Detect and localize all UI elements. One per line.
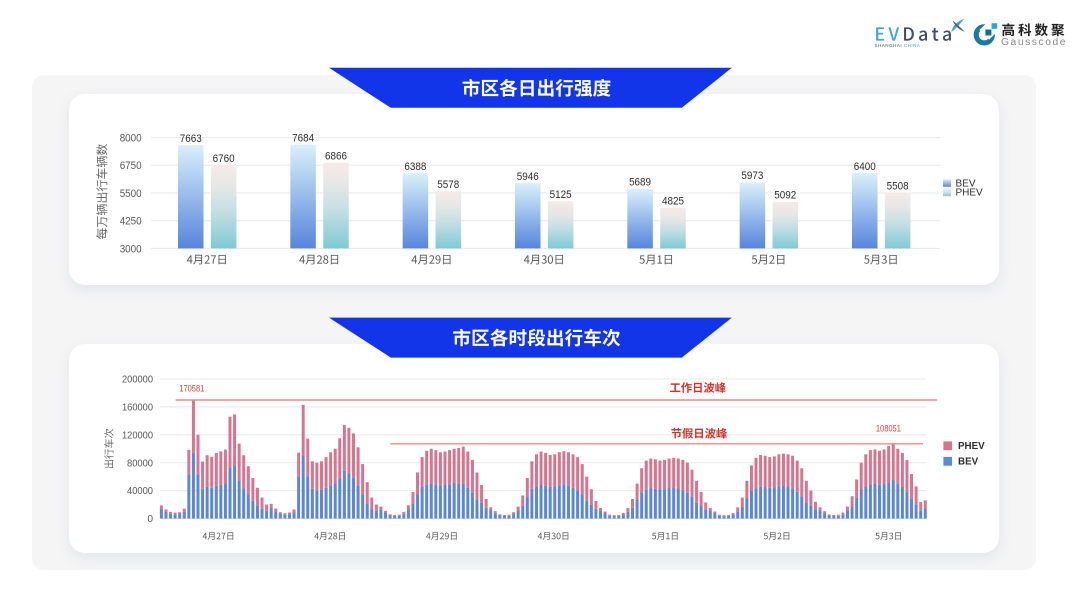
svg-text:160000: 160000 [122, 403, 153, 414]
svg-text:6388: 6388 [404, 161, 426, 173]
svg-text:7663: 7663 [180, 133, 202, 145]
svg-text:5508: 5508 [887, 181, 909, 193]
svg-text:PHEV: PHEV [958, 441, 985, 452]
svg-text:5125: 5125 [550, 189, 572, 201]
svg-text:108051: 108051 [876, 424, 901, 434]
svg-text:80000: 80000 [127, 458, 153, 469]
svg-text:5500: 5500 [120, 188, 142, 200]
svg-text:5946: 5946 [517, 171, 539, 183]
svg-text:170581: 170581 [179, 384, 204, 394]
svg-text:6750: 6750 [120, 160, 142, 172]
svg-text:BEV: BEV [958, 457, 979, 468]
svg-text:5689: 5689 [629, 177, 651, 189]
svg-text:120000: 120000 [122, 430, 153, 441]
svg-text:5578: 5578 [437, 179, 459, 191]
svg-text:0: 0 [147, 514, 153, 525]
svg-text:PHEV: PHEV [956, 188, 984, 199]
svg-text:200000: 200000 [122, 375, 153, 386]
svg-text:6400: 6400 [854, 161, 876, 173]
svg-text:40000: 40000 [127, 486, 153, 497]
svg-text:4250: 4250 [120, 216, 142, 228]
svg-text:7684: 7684 [292, 132, 314, 144]
svg-text:BEV: BEV [956, 178, 976, 189]
svg-text:5092: 5092 [774, 190, 796, 202]
svg-text:6866: 6866 [325, 150, 347, 162]
svg-text:3000: 3000 [120, 243, 142, 255]
svg-text:5973: 5973 [741, 170, 763, 182]
svg-text:4825: 4825 [662, 196, 684, 208]
svg-text:6760: 6760 [213, 153, 235, 165]
svg-text:8000: 8000 [120, 133, 142, 145]
